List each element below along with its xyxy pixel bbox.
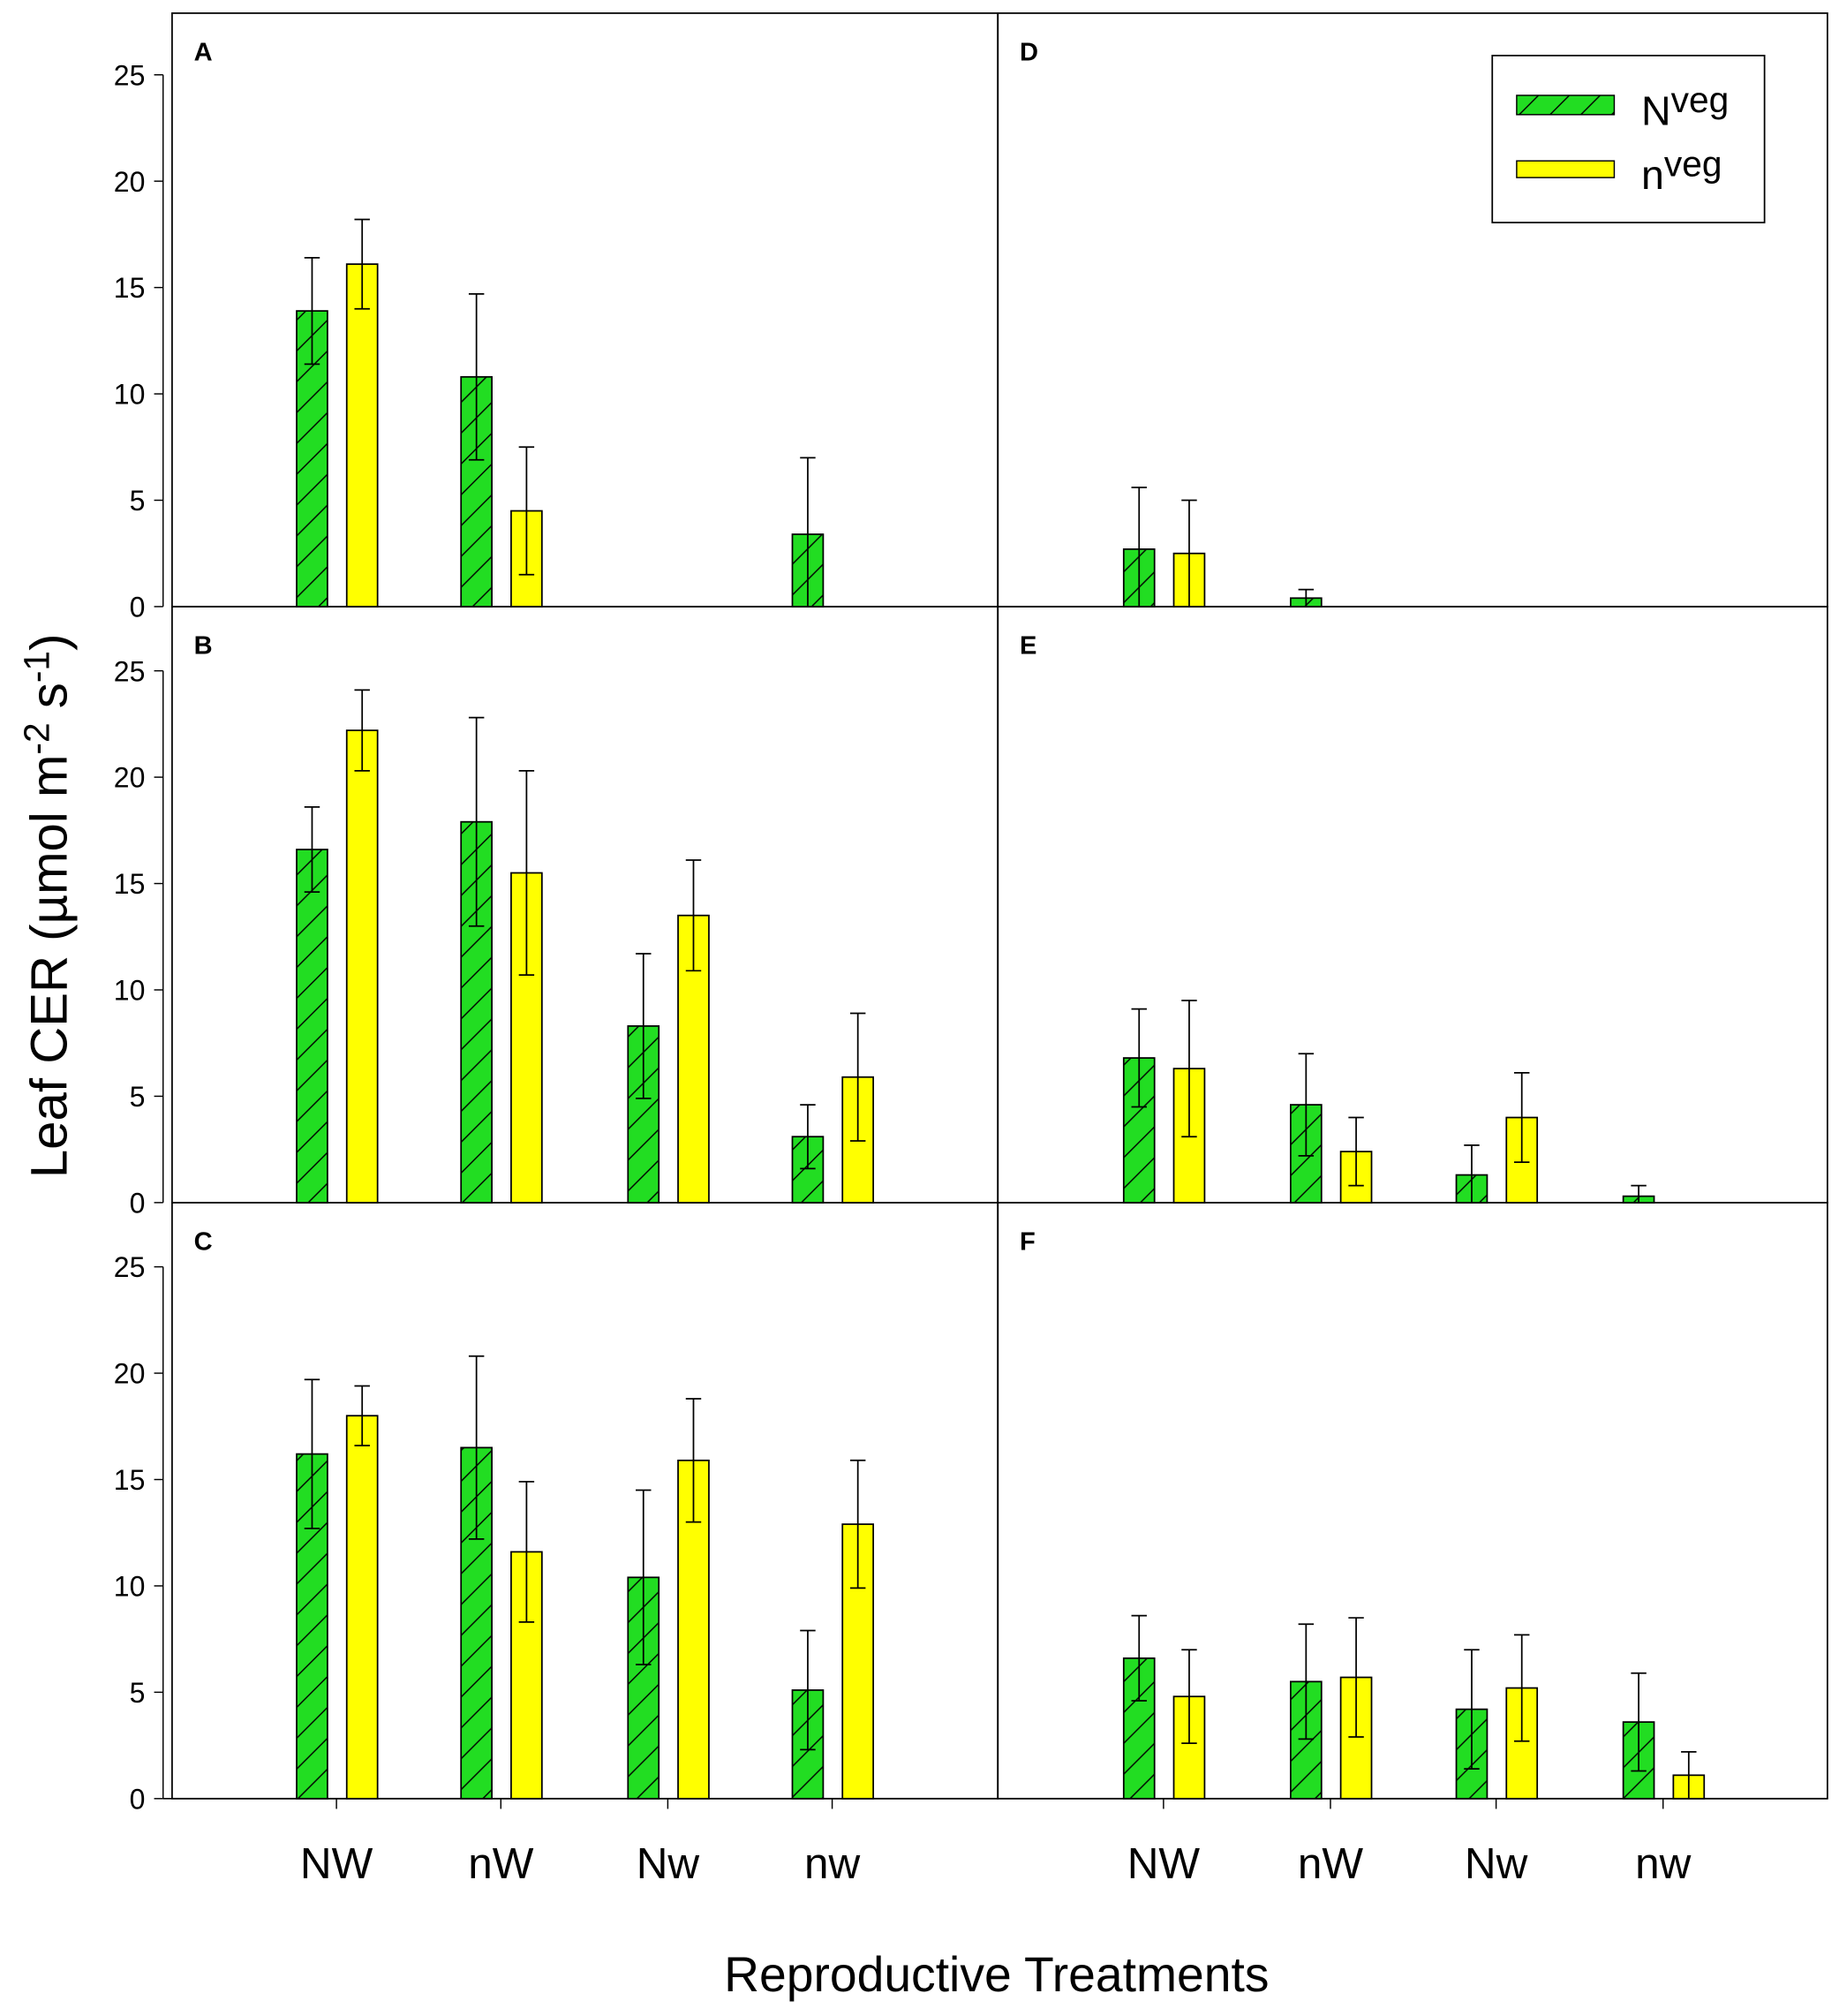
panel-frame-F [997,1202,1828,1800]
y-tick-label: 5 [130,1081,146,1113]
y-tick-label: 15 [114,1464,146,1496]
x-tick-label-nW: nW [468,1839,533,1888]
y-tick-label: 15 [114,868,146,900]
x-tick-label-NW: NW [300,1839,373,1888]
y-tick-label: 25 [114,655,146,687]
bar-B-NW-nveg [345,729,379,1204]
bar-B-NW-Nveg [296,849,328,1204]
y-tick-label: 5 [130,1677,146,1709]
legend-swatch-nveg-low [1516,160,1616,178]
bar-C-NW-nveg [345,1415,379,1800]
y-tick-label: 10 [114,1571,146,1603]
y-tick-label: 0 [130,1783,146,1815]
y-tick-label: 25 [114,1251,146,1283]
y-tick-label: 20 [114,166,146,198]
y-tick-label: 0 [130,592,146,623]
panel-label-B: B [194,632,213,661]
legend-label-nveg-low: nveg [1641,144,1722,199]
x-tick-label-nw: nw [804,1839,860,1888]
panel-frame-E [997,606,1828,1204]
y-tick-label: 20 [114,762,146,794]
y-tick-label: 5 [130,485,146,517]
x-tick-label-Nw: Nw [637,1839,700,1888]
legend-label-nveg-high: Nveg [1641,79,1729,134]
y-tick-label: 15 [114,272,146,304]
legend: Nveg nveg [1491,55,1766,223]
panel-label-D: D [1020,39,1038,67]
x-tick-label-nw: nw [1635,1839,1691,1888]
panel-label-F: F [1020,1228,1036,1257]
y-axis-label: Leaf CER (µmol m-2 s-1) [16,634,78,1179]
bar-A-NW-nveg [345,263,379,608]
x-tick-label-Nw: Nw [1465,1839,1528,1888]
y-tick-label: 25 [114,59,146,91]
y-tick-label: 0 [130,1188,146,1219]
panel-label-C: C [194,1228,213,1257]
panel-label-E: E [1020,632,1036,661]
panel-label-A: A [194,39,213,67]
x-axis-label: Reproductive Treatments [724,1947,1269,2002]
x-tick-label-nW: nW [1298,1839,1363,1888]
x-tick-label-NW: NW [1127,1839,1201,1888]
y-tick-label: 10 [114,975,146,1007]
y-tick-label: 20 [114,1358,146,1390]
legend-swatch-nveg-high [1516,94,1616,116]
y-tick-label: 10 [114,379,146,411]
